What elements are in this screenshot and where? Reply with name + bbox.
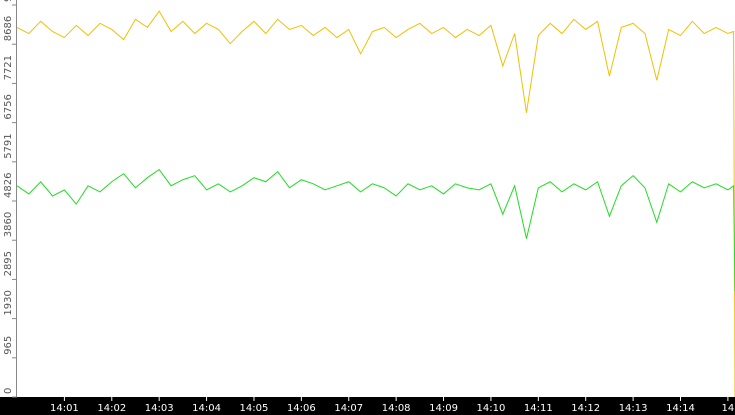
x-tick-label: 14:13: [619, 403, 648, 414]
y-tick-label: 3860: [3, 212, 14, 237]
y-tick-label: 5791: [3, 133, 14, 158]
x-tick-label: 14:03: [145, 403, 174, 414]
x-tick-label: 14:01: [50, 403, 79, 414]
x-tick-label: 14:08: [382, 403, 411, 414]
y-tick-label: 2895: [3, 251, 14, 276]
x-tick-label: 14:07: [334, 403, 363, 414]
x-tick-label: 14:11: [524, 403, 553, 414]
x-tick-label: 14:04: [192, 403, 221, 414]
x-tick-label: 14:02: [97, 403, 126, 414]
data-line: [16, 10, 735, 398]
x-tick-label: 14:09: [429, 403, 458, 414]
y-tick-label: 0: [3, 388, 14, 394]
y-tick-label: 965: [3, 336, 14, 355]
y-tick-label: 1930: [3, 290, 14, 315]
x-tick-label: 14:05: [240, 403, 269, 414]
x-tick-label: 14:10: [477, 403, 506, 414]
x-tick-label: 14:14: [666, 403, 695, 414]
x-axis-band: [0, 397, 735, 415]
data-line: [16, 168, 735, 292]
y-tick-label: 6756: [3, 94, 14, 119]
x-tick-label: 14: [722, 403, 735, 414]
y-tick-label: 9652: [3, 0, 14, 2]
y-tick-label: 4826: [3, 173, 14, 198]
x-tick-label: 14:06: [287, 403, 316, 414]
y-tick-label: 8686: [3, 16, 14, 41]
y-tick-label: 7721: [3, 55, 14, 80]
x-tick-label: 14:12: [571, 403, 600, 414]
